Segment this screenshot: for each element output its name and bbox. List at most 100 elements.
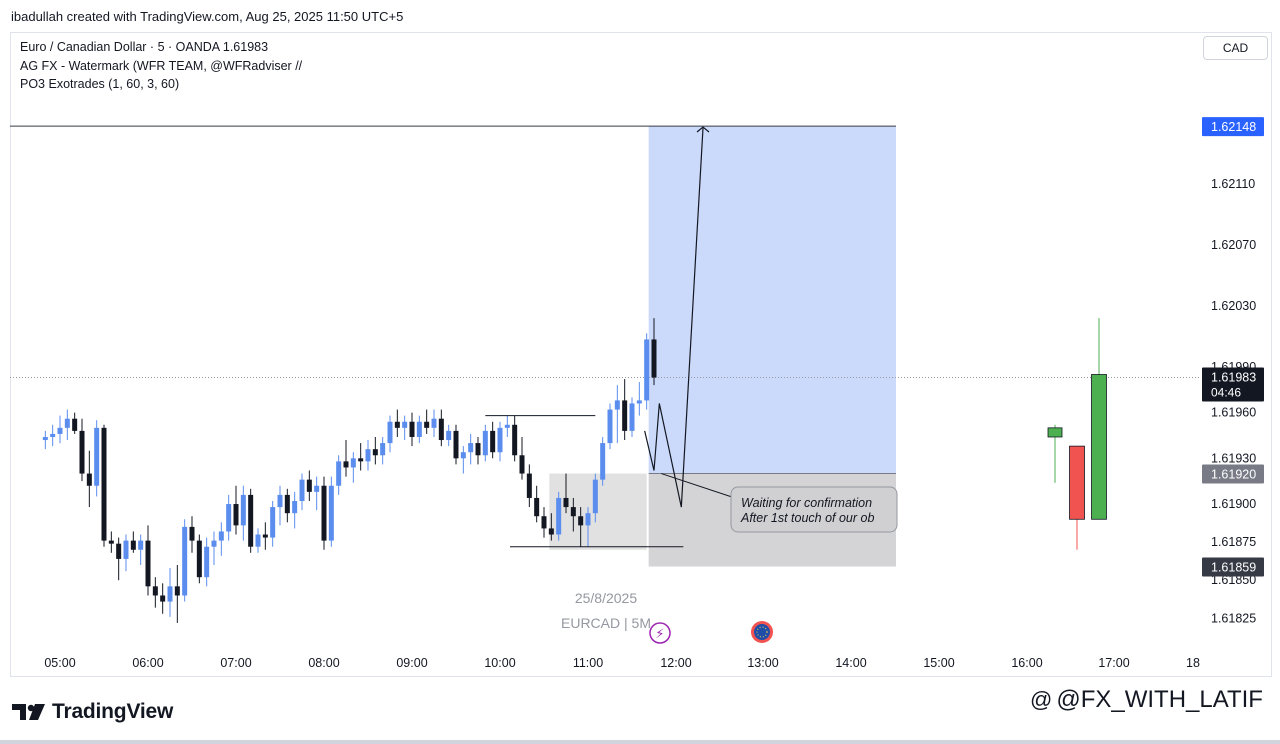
x-axis-tick-label: 14:00 — [835, 656, 866, 670]
projection-path[interactable] — [644, 128, 704, 508]
candle-body — [248, 494, 254, 547]
indicator-watermark[interactable]: AG FX - Watermark (WFR TEAM, @WFRadviser… — [20, 58, 303, 73]
candle-body — [482, 430, 488, 456]
top-bar: ibadullah created with TradingView.com, … — [0, 0, 1280, 32]
candle-body — [600, 443, 606, 480]
candle-body — [270, 507, 276, 538]
price-axis-label[interactable] — [1202, 557, 1264, 577]
eu-flag-inner — [754, 624, 770, 640]
candle-body — [321, 485, 327, 541]
candle-body — [328, 485, 334, 541]
candle-body — [72, 418, 78, 431]
htf-candle-body — [1069, 445, 1085, 520]
candle-body — [519, 455, 525, 474]
candle-body — [116, 543, 122, 559]
candle-body — [182, 526, 188, 596]
y-axis-tick-label: 1.61900 — [1211, 497, 1256, 511]
candle-body — [277, 494, 283, 508]
candle-body — [446, 430, 452, 441]
candle-body — [548, 528, 554, 535]
callout-pointer — [661, 473, 736, 499]
candle-body — [226, 504, 232, 532]
y-axis-tick-label: 1.61850 — [1211, 573, 1256, 587]
tradingview-logo-icon — [12, 704, 45, 720]
x-axis-tick-label: 16:00 — [1011, 656, 1042, 670]
lightning-glyph: ⚡ — [655, 627, 664, 642]
candle-body — [636, 400, 642, 404]
candle-body — [570, 507, 576, 517]
candle-body — [431, 418, 437, 428]
x-axis-tick-label: 06:00 — [132, 656, 163, 670]
price-axis-label-text: 1.61920 — [1211, 468, 1256, 482]
candle-body — [622, 400, 628, 431]
currency-button[interactable]: CAD — [1203, 36, 1268, 60]
candle-body — [218, 531, 224, 541]
candle-body — [123, 540, 129, 559]
bar-countdown-text: 04:46 — [1211, 386, 1241, 400]
price-axis-label[interactable] — [1202, 464, 1264, 484]
tradingview-logo[interactable]: TradingView — [12, 698, 173, 726]
candle-body — [101, 427, 107, 541]
created-by-text: ibadullah created with TradingView.com, … — [11, 9, 404, 24]
candle-body — [504, 424, 510, 428]
x-axis-tick-label: 11:00 — [573, 656, 603, 670]
candle-body — [50, 433, 56, 437]
htf-candle-body — [1091, 374, 1107, 520]
candle-body — [196, 540, 202, 578]
candle-body — [372, 449, 378, 456]
candle-body — [416, 421, 422, 437]
tradingview-logo-text: TradingView — [52, 700, 174, 723]
candle-body — [64, 418, 70, 428]
candle-body — [460, 452, 466, 459]
footer: TradingView @ @FX_WITH_LATIF — [0, 686, 1280, 736]
price-axis-label-text: 1.62148 — [1211, 120, 1256, 134]
candle-body — [644, 339, 650, 401]
x-axis-tick-label: 15:00 — [923, 656, 954, 670]
candle-body — [490, 430, 496, 453]
candle-body — [240, 494, 246, 526]
symbol-line[interactable]: Euro / Canadian Dollar · 5 · OANDA 1.619… — [20, 40, 269, 54]
candle-body — [409, 421, 415, 437]
candle-body — [204, 546, 210, 578]
candle-body — [394, 421, 400, 428]
candle-body — [262, 534, 268, 538]
candle-body — [365, 449, 371, 462]
price-axis-label[interactable] — [1202, 367, 1264, 402]
candle-body — [94, 427, 100, 486]
candle-body — [424, 421, 430, 428]
order-block-zone[interactable] — [549, 473, 647, 550]
eu-flag-stars — [756, 626, 768, 638]
candle-body — [86, 473, 92, 486]
candle-body — [145, 540, 151, 587]
annotation-callout[interactable] — [730, 486, 898, 533]
author-watermark: @ @FX_WITH_LATIF — [1030, 686, 1263, 714]
y-axis-tick-label: 1.61875 — [1211, 535, 1256, 549]
price-axis-label[interactable] — [1202, 117, 1264, 137]
price-axis-label-text: 1.61859 — [1211, 561, 1256, 575]
projection-arrowhead — [696, 126, 710, 133]
candle-body — [284, 494, 290, 514]
x-axis-tick-label: 18 — [1186, 656, 1200, 670]
candle-body — [57, 427, 63, 434]
candle-body — [160, 595, 166, 602]
annotation-line-1: Waiting for confirmation — [741, 496, 872, 510]
candle-body — [314, 485, 320, 492]
candle-body — [79, 430, 85, 474]
candle-body — [387, 421, 393, 444]
y-axis-tick-label: 1.62030 — [1211, 299, 1256, 313]
candle-body — [306, 479, 312, 492]
long-position-target-zone[interactable] — [648, 126, 896, 474]
candle-body — [138, 540, 144, 550]
y-axis-tick-label: 1.62070 — [1211, 238, 1256, 252]
y-axis-tick-label: 1.61960 — [1211, 406, 1256, 420]
indicator-po3[interactable]: PO3 Exotrades (1, 60, 3, 60) — [20, 77, 180, 91]
candle-body — [614, 400, 620, 410]
htf-candle-body — [1047, 427, 1063, 438]
candle-body — [152, 586, 158, 596]
annotation-line-2: After 1st touch of our ob — [740, 511, 874, 525]
lightning-event-icon[interactable] — [649, 622, 671, 644]
candle-body — [167, 586, 173, 602]
candle-body — [233, 504, 239, 526]
candle-body — [475, 443, 481, 456]
